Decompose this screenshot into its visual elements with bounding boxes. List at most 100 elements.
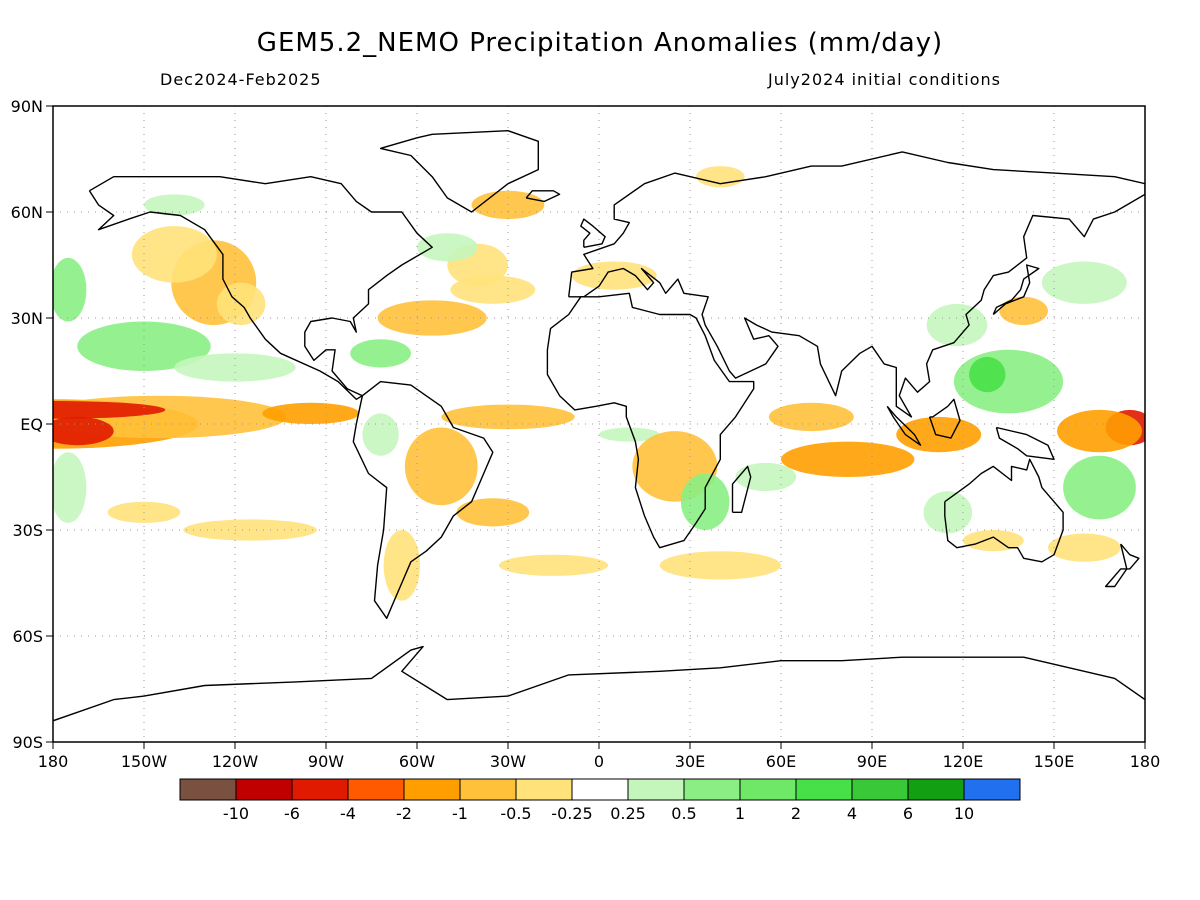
longitude-label: 90W: [308, 752, 344, 771]
longitude-label: 30E: [675, 752, 705, 771]
legend-label: 0.25: [610, 804, 646, 823]
anomaly-shading: [53, 166, 1145, 601]
anomaly-region: [53, 257, 87, 322]
coastline: [992, 264, 1040, 316]
anomaly-region: [144, 194, 205, 216]
anomaly-region: [768, 402, 854, 432]
latitude-label: 90N: [11, 97, 43, 116]
anomaly-region: [383, 530, 421, 601]
longitude-label: 120W: [212, 752, 259, 771]
coastline: [1104, 543, 1140, 588]
longitude-label: 60W: [399, 752, 435, 771]
legend-label: -6: [284, 804, 300, 823]
coastline: [88, 176, 433, 400]
legend-label: 4: [847, 804, 857, 823]
legend-swatch: [795, 778, 853, 801]
legend-swatch: [907, 778, 965, 801]
longitude-label: 60E: [766, 752, 796, 771]
anomaly-region: [350, 339, 411, 368]
coastlines: [53, 130, 1145, 722]
anomaly-region: [1047, 533, 1121, 562]
longitude-label: 30W: [490, 752, 526, 771]
anomaly-region: [377, 300, 487, 336]
anomaly-region: [77, 321, 211, 371]
latitude-labels: 90N 60N 30N EQ 30S 60S 90S: [11, 97, 43, 752]
latitude-label: 60S: [12, 627, 43, 646]
anomaly-region: [969, 356, 1006, 393]
coastline: [731, 465, 752, 513]
anomaly-region: [659, 551, 781, 580]
legend-label: -0.5: [500, 804, 531, 823]
coastline: [352, 380, 494, 619]
latitude-label: 60N: [11, 203, 43, 222]
legend-label: 10: [954, 804, 974, 823]
anomaly-region: [183, 519, 317, 541]
legend-swatch: [179, 778, 237, 801]
legend-label: -0.25: [551, 804, 592, 823]
legend-labels: -10 -6 -4 -2 -1 -0.5 -0.25 0.25 0.5 1 2 4 6 10: [223, 804, 974, 823]
legend-label: -2: [396, 804, 412, 823]
legend-label: -10: [223, 804, 249, 823]
coastline: [944, 458, 1064, 563]
coastline: [886, 405, 922, 446]
legend-swatch: [683, 778, 741, 801]
anomaly-region: [417, 233, 478, 262]
legend-swatch: [963, 778, 1021, 801]
latitude-label: 30N: [11, 309, 43, 328]
longitude-label: 180: [1130, 752, 1161, 771]
legend-label: -4: [340, 804, 356, 823]
anomaly-region: [735, 462, 797, 492]
axis-ticks: [46, 105, 1146, 749]
anomaly-region: [1063, 455, 1136, 520]
latitude-label: 30S: [12, 521, 43, 540]
coastline: [525, 190, 561, 203]
season-label: Dec2024-Feb2025: [160, 70, 322, 89]
anomaly-region: [953, 349, 1064, 414]
anomaly-region: [926, 303, 988, 347]
legend-swatch: [739, 778, 797, 801]
coastline: [53, 645, 1145, 722]
anomaly-region: [441, 404, 575, 430]
longitude-label: 150E: [1034, 752, 1075, 771]
anomaly-region: [53, 452, 87, 523]
anomaly-region: [404, 427, 478, 506]
initial-conditions-label: July2024 initial conditions: [768, 70, 1001, 89]
anomaly-region: [362, 413, 399, 456]
legend-swatch: [459, 778, 517, 801]
anomaly-region: [1041, 261, 1127, 304]
coastline: [580, 218, 606, 248]
legend-swatch: [627, 778, 685, 801]
anomaly-region: [53, 416, 114, 446]
latitude-label: 90S: [12, 733, 43, 752]
color-legend: [179, 778, 1021, 801]
coastline: [546, 292, 755, 549]
legend-swatch: [571, 778, 629, 801]
coastline: [995, 426, 1055, 460]
latitude-label: EQ: [20, 415, 43, 434]
longitude-label: 120E: [943, 752, 984, 771]
legend-label: -1: [452, 804, 468, 823]
legend-label: 1: [735, 804, 745, 823]
legend-swatch: [235, 778, 293, 801]
anomaly-region: [53, 401, 166, 419]
anomaly-region: [174, 353, 296, 382]
longitude-labels: 180 150W 120W 90W 60W 30W 0 30E 60E 90E 120E 150E 18…: [38, 752, 1161, 771]
legend-swatch: [851, 778, 909, 801]
longitude-label: 150W: [121, 752, 168, 771]
legend-label: 2: [791, 804, 801, 823]
legend-swatch: [515, 778, 573, 801]
anomaly-region: [498, 554, 609, 576]
anomaly-region: [963, 530, 1024, 552]
coastline: [568, 151, 1145, 418]
coastline: [379, 130, 539, 213]
longitude-label: 180: [38, 752, 69, 771]
longitude-label: 0: [594, 752, 604, 771]
anomaly-region: [781, 441, 915, 478]
anomaly-region: [999, 296, 1048, 326]
graticule: [53, 106, 1145, 742]
longitude-label: 90E: [857, 752, 887, 771]
legend-swatch: [403, 778, 461, 801]
map-title: GEM5.2_NEMO Precipitation Anomalies (mm/…: [256, 28, 944, 58]
anomaly-region: [262, 402, 360, 424]
